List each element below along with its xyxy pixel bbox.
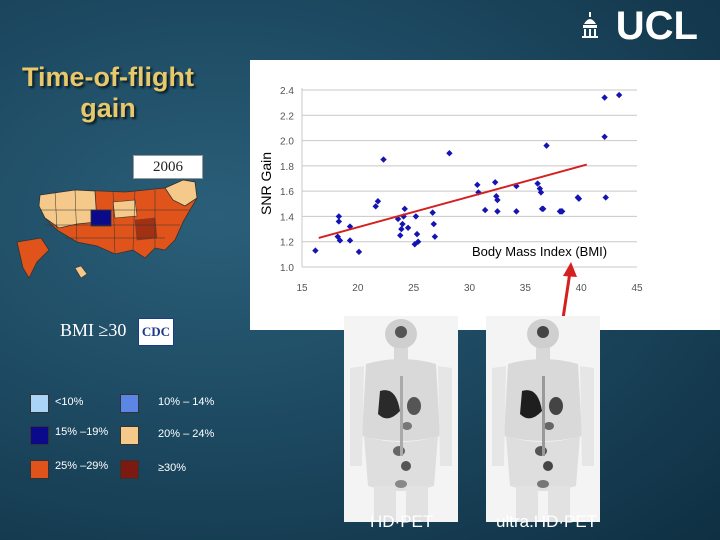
data-point (394, 215, 402, 223)
data-point (575, 195, 583, 202)
data-point (413, 230, 421, 238)
x-tick-label: 15 (296, 283, 308, 294)
data-point (335, 213, 343, 220)
y-tick-label: 1.0 (280, 263, 294, 274)
legend-label-4: 20% – 24% (158, 428, 215, 440)
y-tick-label: 1.6 (280, 187, 294, 198)
y-axis-label: SNR Gain (258, 151, 274, 215)
data-point (615, 91, 623, 99)
data-point (334, 233, 341, 240)
ucl-logo-text: UCL (615, 4, 698, 48)
cdc-logo: CDC (138, 318, 174, 346)
data-point (601, 94, 608, 101)
ucl-logo: UCL (578, 4, 698, 48)
data-point (513, 208, 520, 215)
data-point (494, 208, 501, 215)
legend-swatch-1 (30, 394, 49, 413)
data-point (372, 203, 379, 210)
data-point (374, 198, 382, 205)
x-tick-label: 30 (464, 283, 476, 294)
legend-label-2: 10% – 14% (158, 396, 215, 408)
data-point (540, 205, 547, 213)
data-point (543, 142, 550, 149)
legend-label-6: ≥30% (158, 462, 187, 474)
data-point (429, 209, 436, 216)
data-point (312, 247, 319, 254)
legend-swatch-6 (120, 460, 139, 479)
data-point (336, 237, 344, 244)
pet-body-graphic (492, 319, 594, 522)
x-tick-label: 45 (631, 283, 643, 294)
data-point (431, 233, 439, 240)
scatter-chart: 1.0 1.2 1.4 1.6 1.8 2.0 2.2 2.4 15 20 25 30 35 40 45 Bo… (280, 86, 643, 326)
x-tick-label: 25 (408, 283, 420, 294)
x-axis-label: Body Mass Index (BMI) (472, 244, 607, 259)
data-point (558, 208, 566, 215)
data-point (404, 224, 412, 232)
data-point (355, 248, 363, 256)
y-tick-label: 1.2 (280, 238, 294, 249)
arrow-head (563, 262, 577, 277)
trend-line (318, 163, 588, 239)
data-point (481, 206, 489, 214)
legend-label-5: 25% –29% (55, 460, 109, 472)
data-point (446, 150, 453, 157)
data-point (380, 156, 387, 163)
data-point (430, 220, 437, 228)
legend-swatch-5 (30, 460, 49, 479)
pet-label-hd: HD·PET (370, 512, 434, 531)
legend-label-1: <10% (55, 396, 84, 408)
legend-swatch-4 (120, 426, 139, 445)
us-obesity-map (15, 150, 215, 285)
y-tick-label: 1.8 (280, 162, 294, 173)
map-year-label: 2006 (133, 155, 203, 179)
x-tick-label: 20 (352, 283, 364, 294)
data-point (474, 181, 481, 189)
slide-title: Time-of-flight gain (22, 62, 194, 123)
dome-icon (582, 12, 598, 38)
bmi-caption: BMI ≥30 (60, 320, 127, 340)
legend-label-3: 15% –19% (55, 426, 109, 438)
data-point (536, 185, 544, 192)
chart-panel: 1.0 1.2 1.4 1.6 1.8 2.0 2.2 2.4 15 20 25 30 35 40 45 Bo… (250, 60, 720, 330)
legend-swatch-2 (120, 394, 139, 413)
y-tick-label: 1.4 (280, 212, 294, 223)
data-point (399, 220, 406, 228)
legend-swatch-3 (30, 426, 49, 445)
map-legend: <10% 10% – 14% 15% –19% 20% – 24% 25% –2… (28, 392, 228, 502)
y-tick-label: 2.2 (280, 111, 294, 122)
data-point (494, 196, 501, 204)
data-point (398, 225, 405, 233)
pet-image-hd (344, 316, 458, 522)
x-tick-label: 40 (576, 283, 588, 294)
data-point (335, 218, 343, 225)
data-point (513, 182, 520, 190)
data-point (537, 189, 545, 196)
y-tick-label: 2.4 (280, 86, 294, 97)
data-point (346, 237, 354, 244)
pet-label-ultra-hd: ultra.HD·PET (496, 512, 598, 531)
y-tick-label: 2.0 (280, 137, 294, 148)
data-point (491, 179, 499, 186)
pet-image-ultra-hd (486, 316, 600, 522)
data-point (602, 194, 609, 201)
data-point (412, 213, 420, 220)
data-point (401, 205, 408, 213)
us-map-graphic (16, 179, 198, 279)
pet-body-graphic (350, 319, 452, 522)
data-point (397, 232, 404, 239)
data-point (601, 133, 608, 140)
x-tick-label: 35 (520, 283, 532, 294)
data-point (534, 180, 541, 187)
